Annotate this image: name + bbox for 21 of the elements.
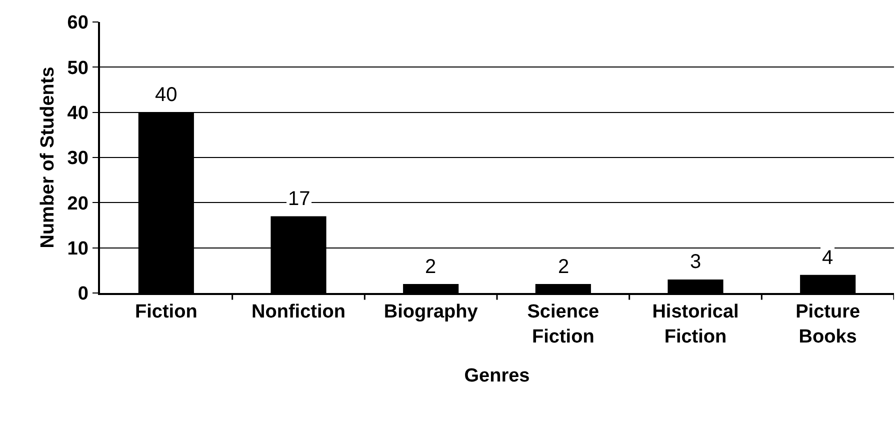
- y-tick-label: 40: [67, 102, 88, 124]
- data-label: 4: [822, 247, 834, 269]
- y-tick-label: 0: [78, 284, 88, 305]
- x-tick-label: Nonfiction: [252, 302, 346, 323]
- x-tick-label: Picture Books: [796, 302, 860, 348]
- data-label: 3: [690, 251, 702, 273]
- y-tick-label: 10: [67, 238, 88, 260]
- x-tick-label: Fiction: [135, 302, 198, 323]
- data-label: 2: [558, 256, 570, 278]
- x-tick-label: Historical Fiction: [652, 302, 739, 348]
- data-label: 17: [288, 188, 310, 210]
- y-tick-label: 50: [67, 58, 88, 79]
- data-label: 2: [425, 256, 436, 278]
- x-axis-title: Genres: [464, 366, 530, 387]
- y-tick-label: 20: [67, 193, 88, 214]
- y-tick-label: 30: [67, 148, 88, 170]
- x-tick-label: Science Fiction: [527, 302, 600, 348]
- y-axis-title: Number of Students: [38, 66, 59, 248]
- data-label: 40: [155, 84, 178, 106]
- x-tick-label: Biography: [384, 302, 478, 323]
- y-tick-label: 60: [67, 12, 88, 34]
